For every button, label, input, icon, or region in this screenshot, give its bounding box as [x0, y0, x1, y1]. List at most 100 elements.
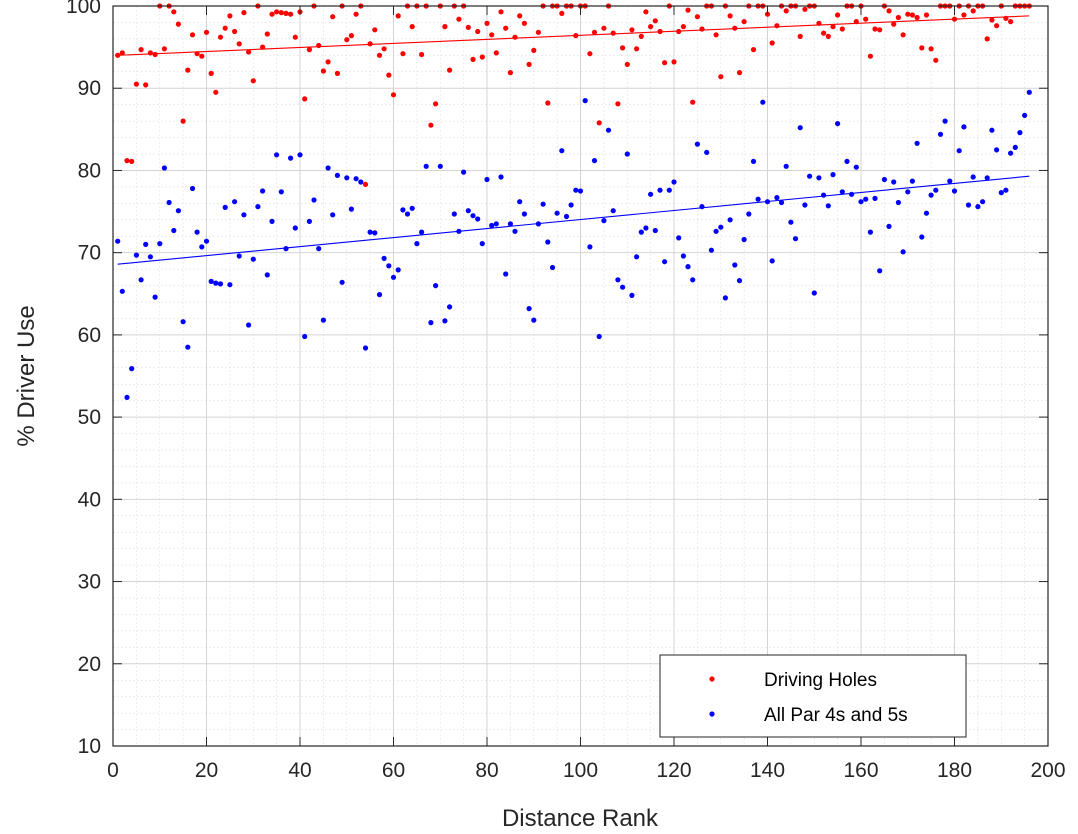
data-point — [199, 244, 205, 250]
data-point — [774, 23, 780, 29]
data-point — [877, 268, 883, 274]
data-point — [970, 174, 976, 180]
data-point — [746, 211, 752, 217]
data-point — [498, 9, 504, 15]
data-point — [718, 224, 724, 230]
data-point — [923, 210, 930, 216]
data-point — [956, 148, 962, 154]
data-point — [886, 223, 892, 229]
data-point — [821, 192, 827, 198]
data-point — [807, 173, 813, 179]
data-point — [905, 11, 911, 17]
data-point — [232, 28, 238, 35]
data-point — [727, 13, 733, 19]
data-point — [348, 206, 354, 212]
data-point — [442, 24, 448, 30]
data-point — [933, 57, 939, 63]
data-point — [961, 12, 967, 18]
data-point — [928, 46, 934, 52]
data-point — [989, 17, 995, 23]
data-point — [157, 241, 163, 247]
data-point — [1012, 144, 1018, 150]
data-point — [199, 53, 205, 59]
data-point — [353, 11, 359, 17]
y-tick-label: 70 — [78, 242, 101, 265]
data-point — [479, 241, 485, 247]
data-point — [521, 211, 528, 217]
data-point — [479, 54, 485, 60]
data-point — [755, 196, 761, 202]
data-point — [610, 30, 616, 36]
data-point — [208, 70, 214, 76]
legend-label-driving-holes: Driving Holes — [764, 670, 877, 691]
data-point — [694, 141, 701, 147]
data-point — [1017, 130, 1023, 136]
data-point — [404, 211, 411, 217]
data-point — [161, 46, 167, 52]
data-point — [540, 201, 546, 207]
data-point — [872, 195, 878, 201]
data-point — [531, 317, 537, 323]
y-axis-label: % Driver Use — [13, 305, 40, 446]
data-point — [624, 61, 630, 67]
data-point — [989, 127, 995, 133]
data-point — [475, 216, 481, 222]
data-point — [376, 292, 383, 298]
data-point — [175, 21, 181, 27]
data-point — [844, 158, 850, 164]
data-point — [409, 205, 415, 211]
data-point — [180, 319, 186, 325]
data-point — [577, 188, 584, 194]
data-point — [526, 306, 532, 312]
data-point — [951, 188, 958, 194]
data-point — [419, 229, 425, 235]
data-point — [222, 25, 228, 31]
data-point — [250, 256, 256, 262]
data-point — [278, 189, 284, 195]
data-point — [320, 317, 326, 323]
data-point — [428, 320, 434, 326]
data-point — [634, 254, 640, 260]
data-point — [381, 255, 387, 261]
x-tick-label: 100 — [563, 759, 598, 782]
data-point — [671, 179, 677, 185]
data-point — [750, 47, 757, 53]
data-point — [147, 254, 153, 260]
data-point — [517, 199, 523, 205]
data-point — [493, 221, 499, 227]
data-point — [596, 333, 602, 340]
data-point — [652, 227, 658, 234]
data-point — [895, 199, 902, 206]
data-point — [175, 208, 181, 214]
data-point — [835, 121, 841, 127]
data-point — [545, 100, 551, 106]
data-point — [802, 6, 808, 12]
data-point — [601, 25, 607, 31]
x-tick-label: 0 — [107, 759, 119, 782]
data-point — [872, 26, 878, 32]
x-tick-label: 200 — [1030, 759, 1065, 782]
data-point — [348, 33, 354, 39]
data-point — [119, 50, 125, 56]
series-0 — [115, 3, 1032, 187]
data-point — [316, 42, 322, 49]
data-point — [760, 99, 766, 105]
data-point — [629, 27, 635, 33]
data-point — [521, 20, 528, 26]
data-point — [825, 203, 831, 209]
data-point — [713, 32, 719, 38]
data-point — [138, 47, 144, 53]
data-point — [984, 175, 990, 181]
x-tick-label: 60 — [382, 759, 405, 782]
data-point — [545, 239, 551, 245]
data-point — [928, 192, 934, 198]
data-point — [984, 36, 990, 42]
data-point — [344, 175, 350, 181]
data-point — [306, 218, 312, 224]
data-point — [648, 24, 654, 30]
data-point — [1008, 150, 1014, 156]
data-point — [213, 89, 219, 95]
data-point — [129, 158, 135, 164]
data-point — [386, 72, 392, 78]
